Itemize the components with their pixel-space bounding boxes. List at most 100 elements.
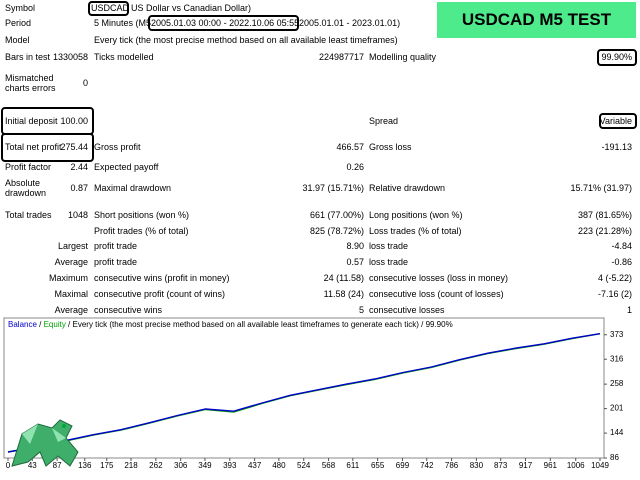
row-value: 0: [82, 78, 88, 88]
row-label: Initial deposit: [5, 116, 58, 126]
row-label: Modelling quality: [369, 52, 437, 62]
row-value: Maximum: [48, 273, 88, 283]
row-value: Average: [54, 257, 88, 267]
row-label: Every tick (the most precise method base…: [94, 35, 398, 45]
row-label: Gross loss: [369, 142, 412, 152]
highlight-box: [148, 15, 299, 31]
row-label: Short positions (won %): [94, 210, 190, 220]
y-tick-label: 86: [610, 453, 619, 462]
row-value: 0.57: [346, 257, 364, 267]
x-tick-label: 655: [371, 461, 385, 470]
row-label: Total net profit: [5, 142, 62, 152]
highlight-box: [88, 1, 129, 16]
x-tick-label: 524: [297, 461, 311, 470]
y-tick-label: 316: [610, 354, 624, 363]
x-tick-label: 175: [100, 461, 114, 470]
row-value: 24 (11.58): [323, 273, 364, 283]
row-value: 4 (-5.22): [597, 273, 632, 283]
row-value: 99.90%: [601, 52, 632, 62]
row-value: USDCAD: [91, 3, 130, 13]
row-label: Relative drawdown: [369, 183, 446, 193]
row-label: consecutive profit (count of wins): [94, 289, 226, 299]
row-value: -0.86: [611, 257, 632, 267]
x-tick-label: 568: [322, 461, 336, 470]
highlight-box: [1, 133, 94, 162]
row-label: loss trade: [369, 257, 409, 267]
legend-entry: Balance: [8, 320, 37, 329]
row-label: Period: [5, 18, 32, 28]
row-value: 11.58 (24): [323, 289, 364, 299]
x-tick-label: 1049: [591, 461, 609, 470]
x-tick-label: 43: [28, 461, 37, 470]
series-line: [7, 333, 601, 453]
x-tick-label: 306: [174, 461, 188, 470]
x-tick-label: 917: [519, 461, 533, 470]
row-label: Long positions (won %): [369, 210, 463, 220]
row-label: consecutive losses: [369, 305, 445, 315]
row-label: Model: [5, 35, 30, 45]
row-value: 275.44: [60, 142, 88, 152]
row-value: US Dollar vs Canadian Dollar): [131, 3, 252, 13]
x-tick-label: 349: [198, 461, 212, 470]
row-label: Profit factor: [5, 162, 52, 172]
row-label: Ticks modelled: [94, 52, 154, 62]
logo: [11, 419, 79, 467]
row-label: Absolute drawdown: [5, 178, 47, 198]
row-value: 223 (21.28%): [577, 226, 632, 236]
row-label: Gross profit: [94, 142, 141, 152]
row-value: 224987717: [318, 52, 364, 62]
row-value: 100.00: [60, 116, 88, 126]
chart: Balance / Equity / Every tick (the most …: [3, 317, 624, 470]
x-tick-label: 786: [445, 461, 459, 470]
row-label: 5 Minutes (M5: [94, 18, 152, 28]
y-tick-label: 258: [610, 379, 624, 388]
row-label: Spread: [369, 116, 399, 126]
y-tick-label: 201: [610, 404, 624, 413]
x-tick-label: 437: [248, 461, 262, 470]
row-value: 5: [358, 305, 364, 315]
x-tick-label: 742: [420, 461, 434, 470]
row-label: consecutive wins: [94, 305, 163, 315]
row-value: Average: [54, 305, 88, 315]
row-label: Mismatched charts errors: [5, 73, 56, 93]
x-tick-label: 873: [494, 461, 508, 470]
x-tick-label: 961: [544, 461, 558, 470]
row-label: consecutive wins (profit in money): [94, 273, 230, 283]
legend-note: Every tick (the most precise method base…: [73, 320, 420, 329]
x-tick-label: 699: [396, 461, 410, 470]
row-value: 1048: [67, 210, 88, 220]
row-label: Expected payoff: [94, 162, 159, 172]
row-label: Profit trades (% of total): [94, 226, 189, 236]
row-value: 2.44: [70, 162, 88, 172]
x-tick-label: 262: [149, 461, 163, 470]
row-label: consecutive loss (count of losses): [369, 289, 504, 299]
x-tick-label: 393: [223, 461, 237, 470]
row-value: 0.87: [70, 183, 88, 193]
y-tick-label: 373: [610, 330, 624, 339]
row-value: 466.57: [336, 142, 364, 152]
x-tick-label: 218: [124, 461, 138, 470]
row-value: 2005.01.01 - 2023.01.01): [299, 18, 401, 28]
row-value: 8.90: [346, 241, 364, 251]
legend-quality: 99.90%: [426, 320, 453, 329]
row-label: Loss trades (% of total): [369, 226, 462, 236]
row-value: Maximal: [54, 289, 88, 299]
row-value: Variable: [599, 116, 632, 126]
row-label: Bars in test: [5, 52, 51, 62]
x-tick-label: 830: [470, 461, 484, 470]
row-label: profit trade: [94, 257, 138, 267]
row-label: Total trades: [5, 210, 52, 220]
x-tick-label: 136: [78, 461, 92, 470]
row-value: 2005.01.03 00:00 - 2022.10.06 05:55: [151, 18, 300, 28]
row-value: 387 (81.65%): [577, 210, 632, 220]
row-value: 31.97 (15.71%): [302, 183, 364, 193]
row-label: profit trade: [94, 241, 138, 251]
row-label: consecutive losses (loss in money): [369, 273, 509, 283]
row-value: 661 (77.00%): [309, 210, 364, 220]
x-tick-label: 1006: [567, 461, 585, 470]
y-tick-label: 144: [610, 428, 624, 437]
row-value: 825 (78.72%): [309, 226, 364, 236]
row-label: Maximal drawdown: [94, 183, 172, 193]
row-label: loss trade: [369, 241, 409, 251]
